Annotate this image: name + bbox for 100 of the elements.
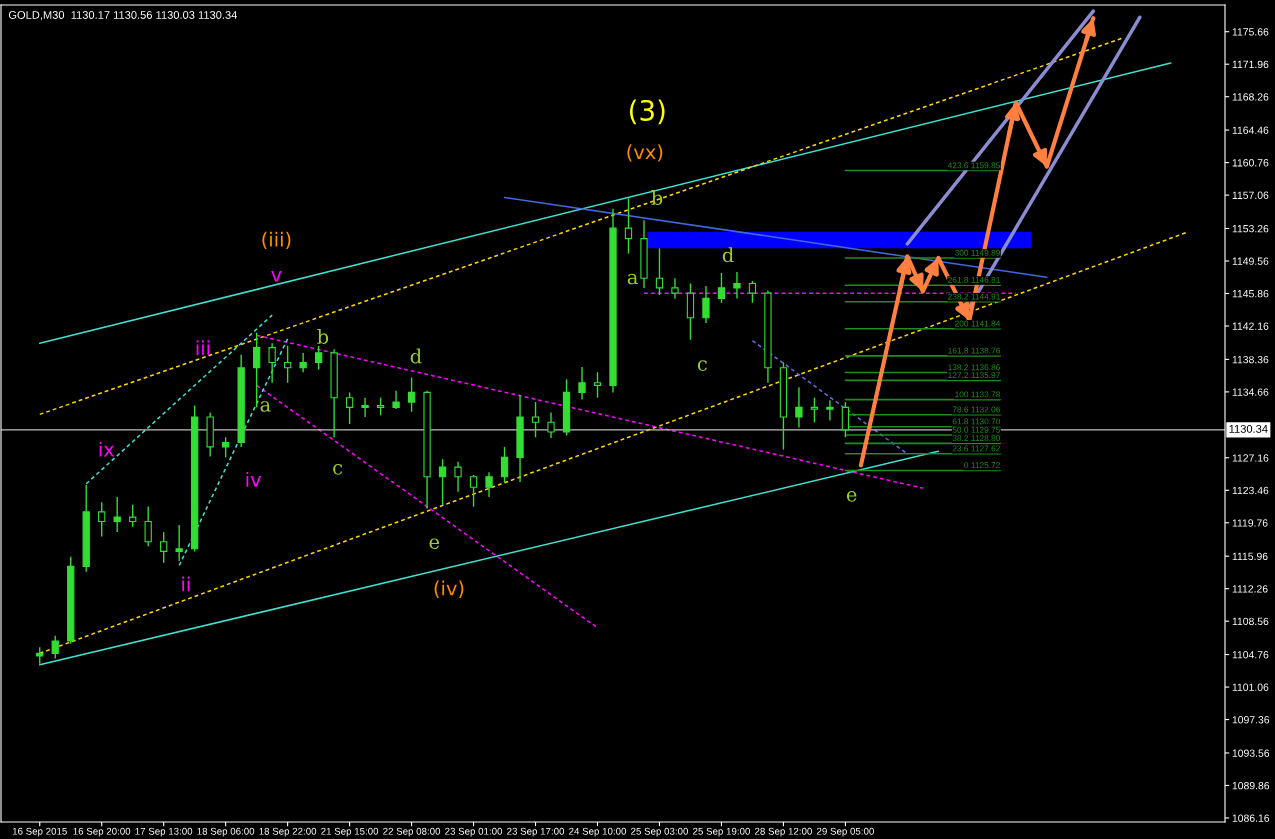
candlestick [578,366,586,401]
annotation: 138.2 1136.86 [948,364,1000,371]
candlestick [454,461,462,493]
annotation: iv [246,471,262,487]
annotation: ii [182,576,190,592]
annotation: ix [99,441,115,457]
annotation: a [260,401,271,412]
annotation: (vx) [627,144,663,162]
annotation: 423.6 1159.85 [947,162,1000,169]
y-tick-label: 1127.16 [1232,454,1269,462]
candlestick [593,371,602,399]
x-tick-label: 16 Sep 20:00 [73,827,131,837]
x-tick-label: 23 Sep 17:00 [507,827,565,837]
ref-line-label: 1130.34 [1229,424,1268,433]
annotation: (iv) [434,580,464,598]
annotation: 261.8 1146.81 [948,276,1000,283]
x-tick-label: 18 Sep 22:00 [259,827,317,837]
y-tick-label: 1104.76 [1232,651,1269,659]
candlestick [624,197,633,255]
y-tick-label: 1123.46 [1232,486,1269,495]
candlestick [252,331,261,409]
annotation: e [429,538,440,550]
annotation: d [410,348,422,364]
y-tick-label: 1160.76 [1232,159,1269,167]
candlestick [717,272,726,304]
candlestick [113,496,121,533]
y-tick-label: 1138.36 [1232,355,1269,364]
chart-title: GOLD,M30 1130.17 1130.56 1130.03 1130.34 [8,11,238,21]
x-tick-label: 16 Sep 2015 [12,827,67,837]
x-tick-label: 25 Sep 03:00 [631,827,689,837]
x-tick-label: 21 Sep 15:00 [321,827,379,837]
candlestick [485,471,493,498]
annotation: c [697,360,707,371]
y-tick-label: 1153.26 [1232,224,1269,233]
x-tick-label: 29 Sep 05:00 [816,827,874,837]
candlestick [841,401,850,438]
annotation: d [722,247,734,263]
candlestick [314,345,323,371]
annotation: (iii) [262,231,291,250]
annotation: a [627,273,638,285]
candlestick [655,247,664,296]
candlestick [407,376,416,413]
y-tick-label: 1086.16 [1232,814,1270,822]
x-tick-label: 23 Sep 01:00 [445,827,503,837]
candlestick [268,342,276,384]
candlestick [51,635,59,660]
y-tick-label: 1101.06 [1232,683,1269,691]
candlestick [299,352,307,373]
y-tick-label: 1145.86 [1232,290,1269,298]
candlestick [810,396,819,423]
y-tick-label: 1171.96 [1232,60,1269,69]
y-tick-label: 1157.06 [1232,191,1269,199]
annotation: 23.6 1127.62 [952,445,1000,452]
annotation: v [271,270,282,282]
line-series [858,16,1096,468]
annotation: iii [196,340,210,356]
x-tick-label: 17 Sep 13:00 [135,827,193,837]
candlestick [345,391,354,425]
candlestick [361,396,369,418]
x-tick-label: 24 Sep 10:00 [569,827,627,837]
y-tick-label: 1112.26 [1232,585,1268,593]
candlestick [129,504,137,528]
y-tick-label: 1142.16 [1232,322,1269,330]
y-tick-label: 1115.96 [1232,552,1268,561]
candlestick [175,524,183,562]
candlestick [283,345,292,384]
candlestick [702,285,710,324]
candlestick [160,531,168,564]
y-tick-label: 1108.56 [1232,617,1269,626]
candlestick [748,280,757,304]
y-tick-label: 1164.46 [1232,126,1269,134]
annotation: 238.2 1144.91 [948,293,1000,300]
annotation: 100 1133.78 [955,391,1000,398]
candlestick [733,271,741,300]
y-tick-label: 1168.26 [1232,93,1269,101]
candlestick [671,277,679,300]
candlestick [795,386,803,429]
candlestick [392,389,400,410]
x-tick-label: 25 Sep 19:00 [693,827,750,837]
y-tick-label: 1119.76 [1232,519,1268,527]
y-tick-label: 1175.66 [1232,28,1269,36]
candlestick [438,458,447,506]
y-tick-label: 1149.56 [1232,257,1269,265]
candlestick [826,399,834,422]
y-tick-label: 1089.86 [1232,781,1270,790]
x-tick-label: 22 Sep 08:00 [383,827,441,837]
y-tick-label: 1093.56 [1232,749,1270,757]
annotation: 200 1141.84 [955,320,1001,327]
y-tick-label: 1097.36 [1232,716,1270,724]
candlestick [98,501,106,538]
annotation: 78.6 1132.06 [952,406,1000,413]
candlestick [469,474,478,508]
x-tick-label: 18 Sep 06:00 [197,827,255,837]
annotation: 61.8 1130.70 [952,418,1001,425]
annotation: 161.8 1138.76 [948,347,1000,354]
annotation: 38.2 1128.80 [952,435,1001,442]
annotation: c [333,464,343,475]
y-tick-label: 1134.66 [1232,388,1269,396]
candlestick [531,401,540,438]
annotation: 127.2 1135.97 [948,372,1000,379]
